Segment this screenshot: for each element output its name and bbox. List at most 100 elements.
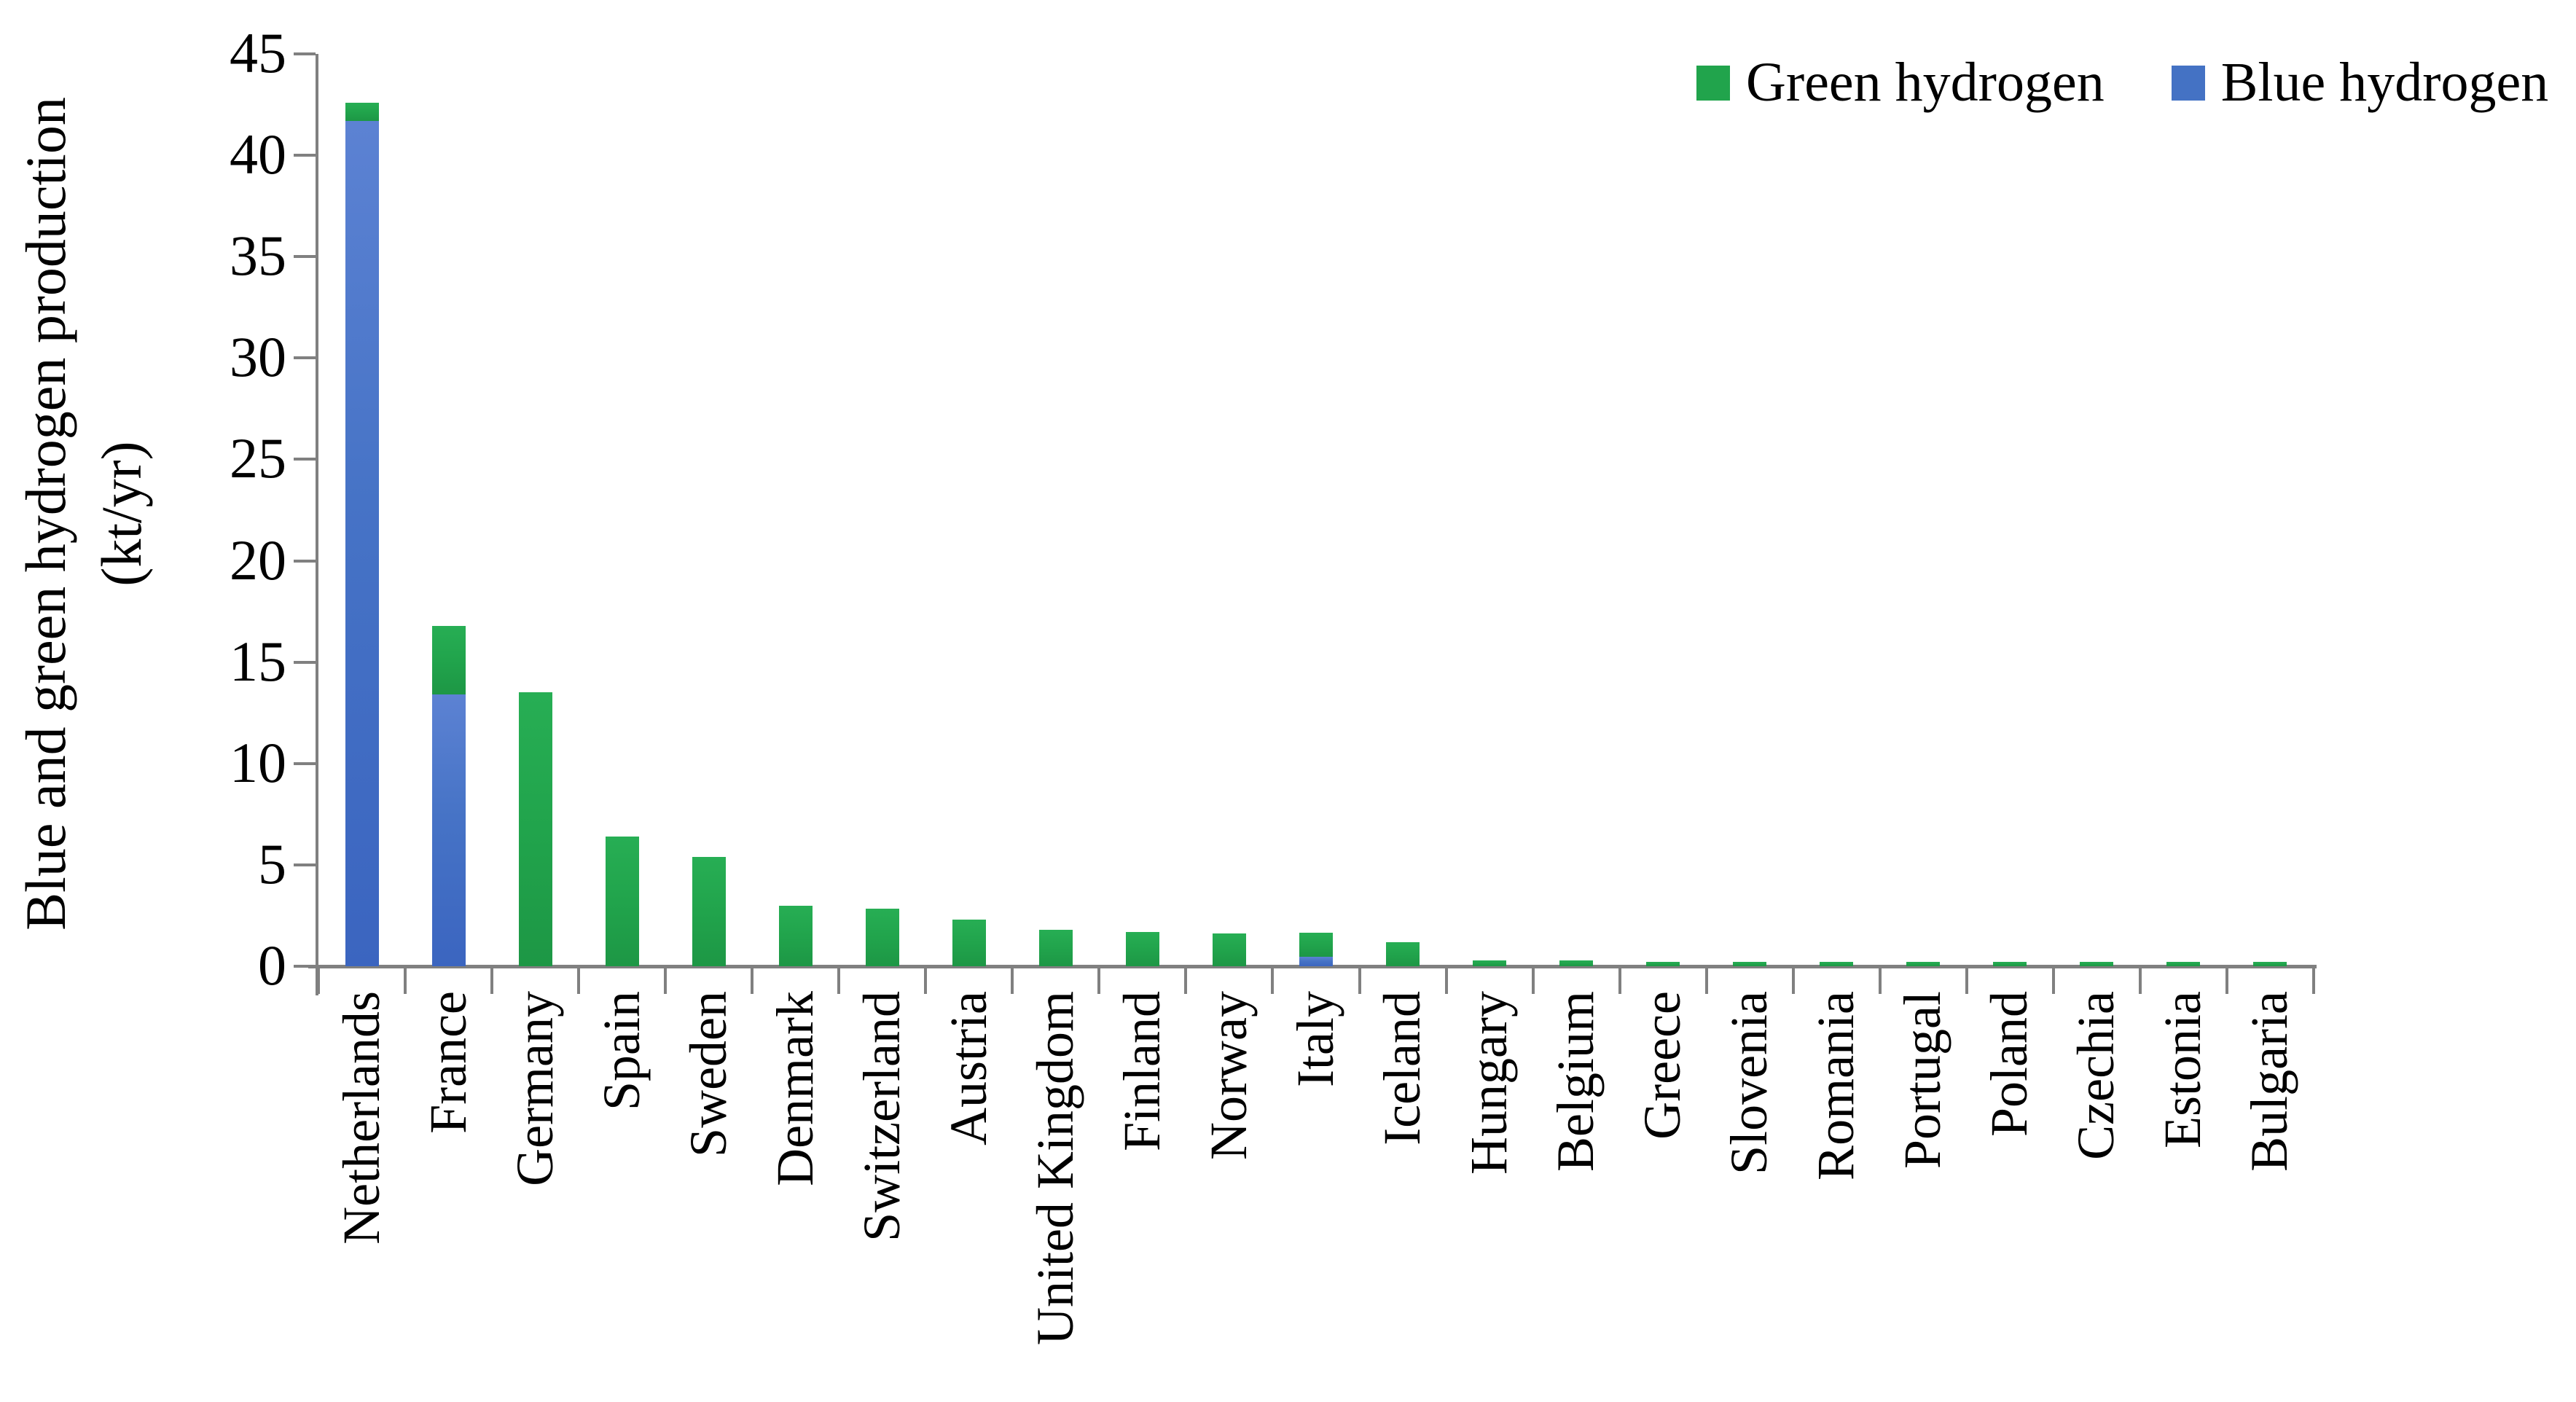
x-category-label: Spain xyxy=(592,991,651,1111)
y-tick-label: 25 xyxy=(230,426,286,490)
x-tick-mark xyxy=(924,966,928,994)
bar-segment-green-hydrogen xyxy=(1212,933,1246,966)
y-tick-mark xyxy=(294,356,316,360)
x-tick-mark xyxy=(2225,966,2228,994)
legend-label-green-hydrogen: Green hydrogen xyxy=(1746,52,2105,113)
bar-segment-green-hydrogen xyxy=(1559,960,1594,966)
x-tick-mark xyxy=(751,966,754,994)
y-axis-title-unit: (kt/yr) xyxy=(90,441,153,587)
y-tick-label: 30 xyxy=(230,325,286,389)
x-tick-mark xyxy=(1184,966,1188,994)
x-tick-mark xyxy=(1878,966,1882,994)
x-category-label: Romania xyxy=(1806,991,1866,1180)
bar-segment-green-hydrogen xyxy=(952,920,986,966)
y-tick-label: 5 xyxy=(258,831,286,896)
bar-segment-green-hydrogen xyxy=(692,856,726,966)
y-tick-label: 10 xyxy=(230,730,286,794)
y-tick-mark xyxy=(294,255,316,259)
x-tick-mark xyxy=(837,966,841,994)
x-category-label: Iceland xyxy=(1373,991,1432,1146)
x-category-label: Belgium xyxy=(1546,991,1605,1172)
bar-segment-green-hydrogen xyxy=(1299,933,1333,957)
bar-segment-blue-hydrogen xyxy=(345,120,379,966)
x-category-label: Finland xyxy=(1112,991,1171,1152)
y-tick-mark xyxy=(294,761,316,765)
y-tick-mark xyxy=(294,965,316,968)
x-tick-mark xyxy=(577,966,581,994)
x-tick-mark xyxy=(1011,966,1014,994)
bar-segment-green-hydrogen xyxy=(778,905,813,966)
bar-segment-green-hydrogen xyxy=(2080,962,2114,966)
bar-segment-green-hydrogen xyxy=(865,908,899,966)
legend-item-blue-hydrogen: Blue hydrogen xyxy=(2171,51,2549,114)
x-tick-mark xyxy=(2138,966,2142,994)
y-tick-label: 45 xyxy=(230,21,286,85)
x-category-label: Italy xyxy=(1286,991,1344,1087)
x-tick-mark xyxy=(1444,966,1448,994)
y-tick-label: 40 xyxy=(230,122,286,187)
x-tick-mark xyxy=(1097,966,1101,994)
y-tick-mark xyxy=(294,458,316,461)
bar-segment-green-hydrogen xyxy=(1125,931,1159,966)
x-category-label: Germany xyxy=(505,991,564,1186)
x-category-label: United Kingdom xyxy=(1025,991,1084,1345)
x-tick-mark xyxy=(1358,966,1361,994)
x-tick-mark xyxy=(664,966,668,994)
legend-label-blue-hydrogen: Blue hydrogen xyxy=(2220,52,2549,113)
y-tick-label: 35 xyxy=(230,224,286,288)
x-category-label: Greece xyxy=(1633,991,1692,1140)
x-tick-mark xyxy=(1704,966,1708,994)
x-category-label: Czechia xyxy=(2067,991,2126,1160)
y-axis-line xyxy=(316,54,318,995)
x-category-label: Hungary xyxy=(1460,991,1519,1175)
y-tick-mark xyxy=(294,559,316,563)
legend-swatch-blue-hydrogen-icon xyxy=(2171,65,2205,101)
y-tick-label: 15 xyxy=(230,629,286,693)
bar-segment-green-hydrogen xyxy=(1993,962,2027,966)
x-tick-mark xyxy=(317,966,320,994)
x-category-label: Slovenia xyxy=(1720,991,1779,1175)
y-tick-mark xyxy=(294,52,316,55)
x-tick-mark xyxy=(1531,966,1535,994)
y-tick-mark xyxy=(294,863,316,866)
bar-segment-green-hydrogen xyxy=(1038,929,1073,966)
bar-segment-green-hydrogen xyxy=(431,625,466,695)
legend: Green hydrogen Blue hydrogen xyxy=(1696,51,2548,114)
x-category-label: Sweden xyxy=(678,991,737,1157)
bar-segment-green-hydrogen xyxy=(605,836,639,966)
bar-segment-green-hydrogen xyxy=(1473,960,1507,966)
x-category-label: Bulgaria xyxy=(2240,991,2299,1172)
bar-segment-green-hydrogen xyxy=(1820,962,1854,966)
y-tick-mark xyxy=(294,660,316,664)
bar-segment-green-hydrogen xyxy=(345,102,379,121)
legend-item-green-hydrogen: Green hydrogen xyxy=(1696,51,2105,114)
legend-swatch-green-hydrogen-icon xyxy=(1696,65,1730,101)
x-tick-mark xyxy=(1791,966,1795,994)
bar-segment-green-hydrogen xyxy=(1386,941,1420,966)
x-category-label: Poland xyxy=(1980,991,2039,1137)
x-tick-mark xyxy=(2312,966,2315,994)
bar-segment-blue-hydrogen xyxy=(431,694,466,966)
bar-segment-green-hydrogen xyxy=(2166,962,2201,966)
y-tick-mark xyxy=(294,154,316,157)
x-category-label: Portugal xyxy=(1893,991,1952,1169)
x-category-label: France xyxy=(418,991,477,1134)
x-tick-mark xyxy=(1965,966,1968,994)
bar-segment-green-hydrogen xyxy=(1646,962,1680,966)
x-tick-mark xyxy=(1271,966,1275,994)
bar-segment-green-hydrogen xyxy=(1733,962,1767,966)
bar-segment-blue-hydrogen xyxy=(1299,957,1333,966)
bar-segment-green-hydrogen xyxy=(2253,962,2287,966)
y-axis-title: Blue and green hydrogen production xyxy=(14,97,77,931)
x-category-label: Norway xyxy=(1199,991,1258,1160)
x-category-label: Switzerland xyxy=(852,991,911,1242)
x-category-label: Netherlands xyxy=(332,991,391,1245)
bar-segment-green-hydrogen xyxy=(1906,962,1941,966)
x-category-label: Denmark xyxy=(765,991,824,1186)
x-tick-mark xyxy=(404,966,407,994)
x-category-label: Austria xyxy=(939,991,998,1146)
x-tick-mark xyxy=(2051,966,2055,994)
y-tick-label: 0 xyxy=(258,933,286,997)
x-axis-line xyxy=(308,965,2317,968)
